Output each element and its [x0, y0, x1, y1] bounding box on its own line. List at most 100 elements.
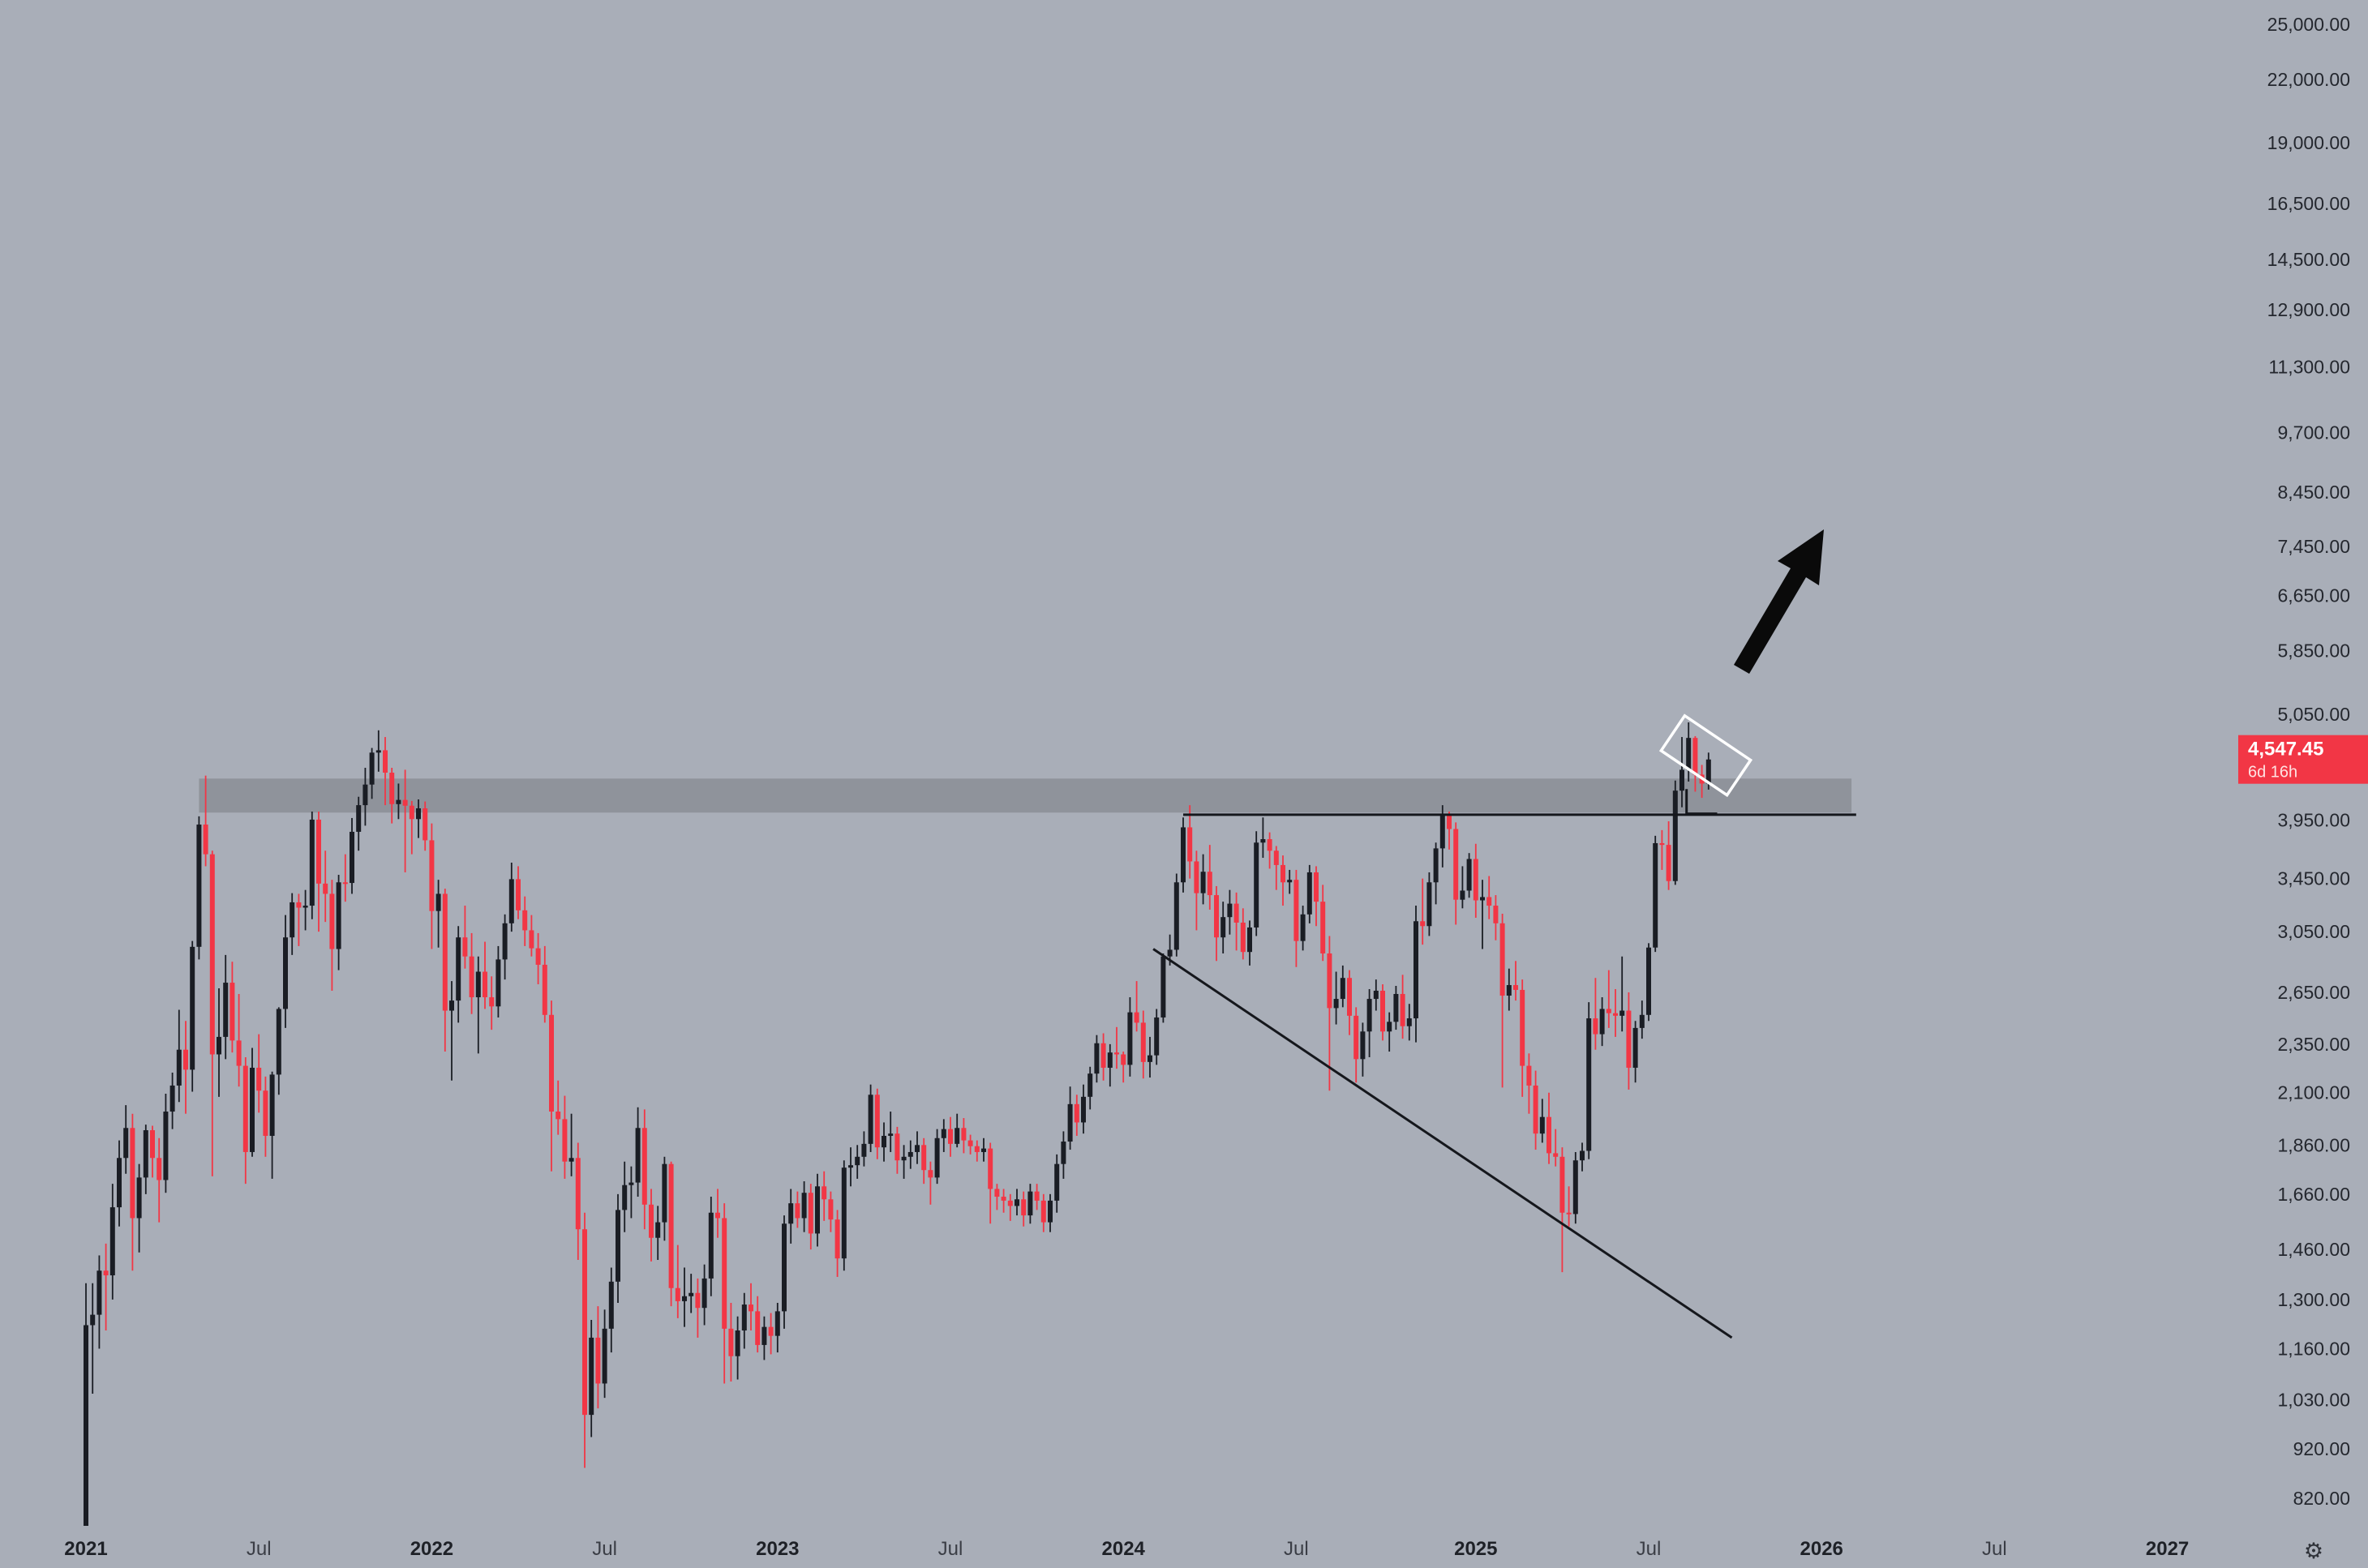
- candle-body: [928, 1170, 933, 1178]
- candle-body: [236, 1040, 242, 1066]
- time-tick[interactable]: 2025: [1454, 1538, 1497, 1560]
- candle-body: [516, 879, 521, 910]
- candle-body: [689, 1292, 694, 1296]
- arrow-annotation[interactable]: [1734, 529, 1824, 674]
- candle-body: [1506, 985, 1512, 996]
- candle-body: [1499, 923, 1505, 996]
- price-tick[interactable]: 1,300.00: [2277, 1289, 2350, 1310]
- candle-body: [475, 971, 481, 998]
- price-tick[interactable]: 3,450.00: [2277, 868, 2350, 889]
- candle-body: [1087, 1073, 1093, 1097]
- price-tick[interactable]: 3,050.00: [2277, 921, 2350, 942]
- candle-body: [589, 1337, 594, 1416]
- candle-body: [1181, 827, 1186, 883]
- price-tick[interactable]: 16,500.00: [2267, 193, 2350, 214]
- corner-mark[interactable]: [1685, 789, 1718, 816]
- candle-body: [263, 1090, 268, 1136]
- candle-body: [1580, 1150, 1585, 1161]
- price-tick[interactable]: 1,030.00: [2277, 1390, 2350, 1411]
- flag-box[interactable]: [1658, 713, 1753, 798]
- price-tick[interactable]: 25,000.00: [2267, 14, 2350, 35]
- price-tick[interactable]: 5,850.00: [2277, 640, 2350, 662]
- candle-body: [1626, 1010, 1632, 1068]
- candle-body: [602, 1328, 607, 1384]
- price-tick[interactable]: 1,460.00: [2277, 1239, 2350, 1260]
- candle-body: [741, 1305, 747, 1331]
- time-tick[interactable]: 2026: [1800, 1538, 1843, 1560]
- price-tick[interactable]: 2,350.00: [2277, 1034, 2350, 1055]
- candle-body: [1281, 864, 1285, 883]
- price-tick[interactable]: 2,650.00: [2277, 982, 2350, 1003]
- price-tick[interactable]: 14,500.00: [2267, 249, 2350, 270]
- candle-body: [801, 1193, 807, 1219]
- candle-body: [1260, 839, 1266, 843]
- candle-body: [1493, 906, 1499, 923]
- candle-body: [1672, 790, 1678, 881]
- price-tick[interactable]: 820.00: [2293, 1488, 2350, 1509]
- price-tick[interactable]: 1,860.00: [2277, 1134, 2350, 1155]
- price-tick[interactable]: 5,050.00: [2277, 704, 2350, 725]
- price-tick[interactable]: 19,000.00: [2267, 132, 2350, 153]
- current-price-value: 4,547.45: [2248, 739, 2323, 760]
- candle-body: [256, 1067, 262, 1091]
- price-tick[interactable]: 920.00: [2293, 1438, 2350, 1459]
- time-tick[interactable]: Jul: [1284, 1538, 1309, 1560]
- time-tick[interactable]: 2022: [410, 1538, 453, 1560]
- candle-body: [442, 893, 448, 1011]
- candle-body: [90, 1314, 96, 1326]
- time-tick[interactable]: 2027: [2146, 1538, 2189, 1560]
- time-tick[interactable]: 2021: [64, 1538, 107, 1560]
- candle-body: [834, 1219, 840, 1259]
- price-tick[interactable]: 1,160.00: [2277, 1338, 2350, 1359]
- time-tick[interactable]: Jul: [938, 1538, 963, 1560]
- candle-body: [1160, 956, 1166, 1017]
- candle-body: [941, 1129, 946, 1138]
- time-tick[interactable]: Jul: [247, 1538, 272, 1560]
- candle-body: [1433, 848, 1439, 883]
- price-tick[interactable]: 6,650.00: [2277, 585, 2350, 606]
- time-tick[interactable]: Jul: [592, 1538, 617, 1560]
- candle-body: [1007, 1200, 1013, 1206]
- candle-body: [269, 1074, 275, 1136]
- candle-body: [1001, 1197, 1006, 1201]
- time-tick[interactable]: Jul: [1982, 1538, 2007, 1560]
- candle-body: [948, 1129, 953, 1144]
- candle-body: [203, 825, 208, 855]
- candle-body: [1034, 1191, 1040, 1201]
- price-tick[interactable]: 2,100.00: [2277, 1082, 2350, 1103]
- candle-body: [1061, 1142, 1066, 1164]
- candle-body: [974, 1146, 980, 1152]
- candle-body: [1553, 1153, 1559, 1157]
- candle-body: [1705, 759, 1711, 784]
- candle-body: [622, 1185, 628, 1210]
- price-tick[interactable]: 12,900.00: [2267, 299, 2350, 320]
- candle-body: [1593, 1018, 1598, 1035]
- candle-body: [1653, 842, 1658, 948]
- candles[interactable]: [84, 722, 1711, 1549]
- price-tick[interactable]: 22,000.00: [2267, 69, 2350, 90]
- candle-countdown: 6d 16h: [2248, 764, 2297, 782]
- price-tick[interactable]: 3,950.00: [2277, 810, 2350, 831]
- candle-body: [1254, 842, 1259, 928]
- price-tick[interactable]: 9,700.00: [2277, 422, 2350, 443]
- candle-body: [336, 882, 341, 949]
- candle-body: [1300, 914, 1306, 941]
- time-tick[interactable]: 2023: [756, 1538, 799, 1560]
- candle-body: [828, 1199, 834, 1220]
- trendline[interactable]: [1152, 948, 1733, 1339]
- price-tick[interactable]: 7,450.00: [2277, 536, 2350, 557]
- price-tick[interactable]: 11,300.00: [2268, 356, 2350, 377]
- candle-body: [1074, 1103, 1079, 1123]
- supply-zone[interactable]: [199, 778, 1852, 813]
- time-tick[interactable]: 2024: [1102, 1538, 1146, 1560]
- candle-body: [1140, 1022, 1146, 1062]
- price-tick[interactable]: 8,450.00: [2277, 482, 2350, 503]
- candle-body: [761, 1326, 767, 1345]
- time-tick[interactable]: Jul: [1637, 1538, 1662, 1560]
- scale-settings-icon[interactable]: ⚙: [2304, 1539, 2323, 1563]
- candle-body: [1167, 949, 1173, 957]
- current-price-label: 4,547.45 6d 16h: [2238, 735, 2368, 784]
- price-tick[interactable]: 1,660.00: [2277, 1184, 2350, 1205]
- candle-body: [1539, 1116, 1545, 1134]
